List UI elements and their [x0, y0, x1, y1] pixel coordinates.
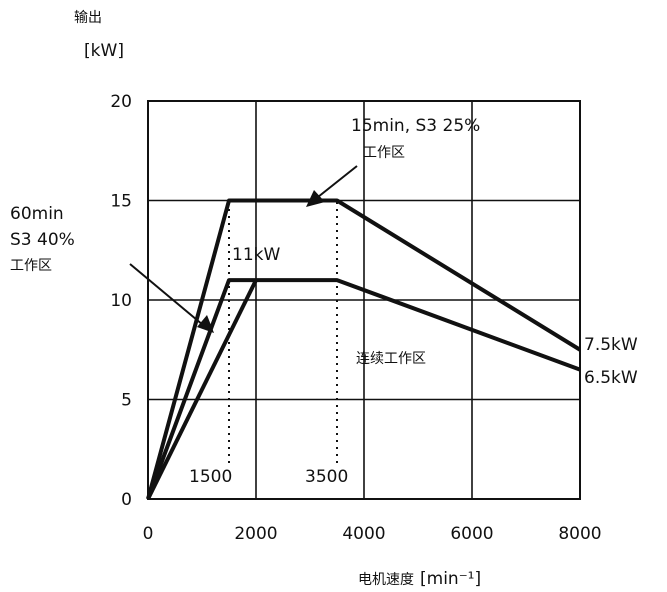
- y-tick-label: 5: [121, 391, 132, 411]
- x-axis-unit: [min⁻¹]: [420, 569, 481, 589]
- y-axis-label: 输出: [74, 10, 102, 26]
- annotation-s3-40-arrowhead: [197, 315, 214, 333]
- x-tick-label: 4000: [342, 524, 385, 544]
- annotation-speed-1500: 1500: [189, 467, 232, 487]
- annotation-s3-25-region: 工作区: [363, 145, 405, 161]
- x-tick-label: 6000: [450, 524, 493, 544]
- y-tick-label: 15: [110, 192, 132, 212]
- x-tick-labels: 0 2000 4000 6000 8000: [143, 524, 602, 544]
- annotation-s3-25-title: 15min, S3 25%: [351, 116, 480, 136]
- annotation-rated-11kw: 11kW: [232, 245, 280, 265]
- x-tick-label: 2000: [234, 524, 277, 544]
- y-tick-label: 20: [110, 92, 132, 112]
- annotation-continuous-region: 连续工作区: [356, 350, 426, 367]
- annotation-s3-40-region: 工作区: [10, 258, 52, 274]
- series-line-3: [146, 279, 258, 500]
- annotation-end-7-5kw: 7.5kW: [584, 335, 638, 355]
- x-tick-label: 8000: [558, 524, 601, 544]
- y-axis-unit: [kW]: [84, 41, 124, 61]
- annotation-s3-25-arrowhead: [306, 190, 325, 207]
- annotation-s3-40-arrow: [129, 263, 204, 326]
- series-line-1: [146, 198, 582, 500]
- y-tick-label: 0: [121, 490, 132, 510]
- annotation-end-6-5kw: 6.5kW: [584, 368, 638, 388]
- series-layer: [146, 198, 582, 500]
- x-axis-label: 电机速度: [358, 572, 414, 588]
- annotation-s3-40-duty: S3 40%: [10, 230, 75, 250]
- y-tick-label: 10: [110, 291, 132, 311]
- plot-frame: [147, 100, 581, 500]
- annotation-speed-3500: 3500: [305, 467, 348, 487]
- x-tick-label: 0: [143, 524, 154, 544]
- annotation-s3-25-arrow: [317, 165, 358, 198]
- speed-guide-lines: [228, 200, 338, 463]
- y-tick-labels: 0 5 10 15 20: [110, 92, 132, 510]
- annotation-s3-40-title: 60min: [10, 204, 64, 224]
- series-line-2: [146, 278, 581, 500]
